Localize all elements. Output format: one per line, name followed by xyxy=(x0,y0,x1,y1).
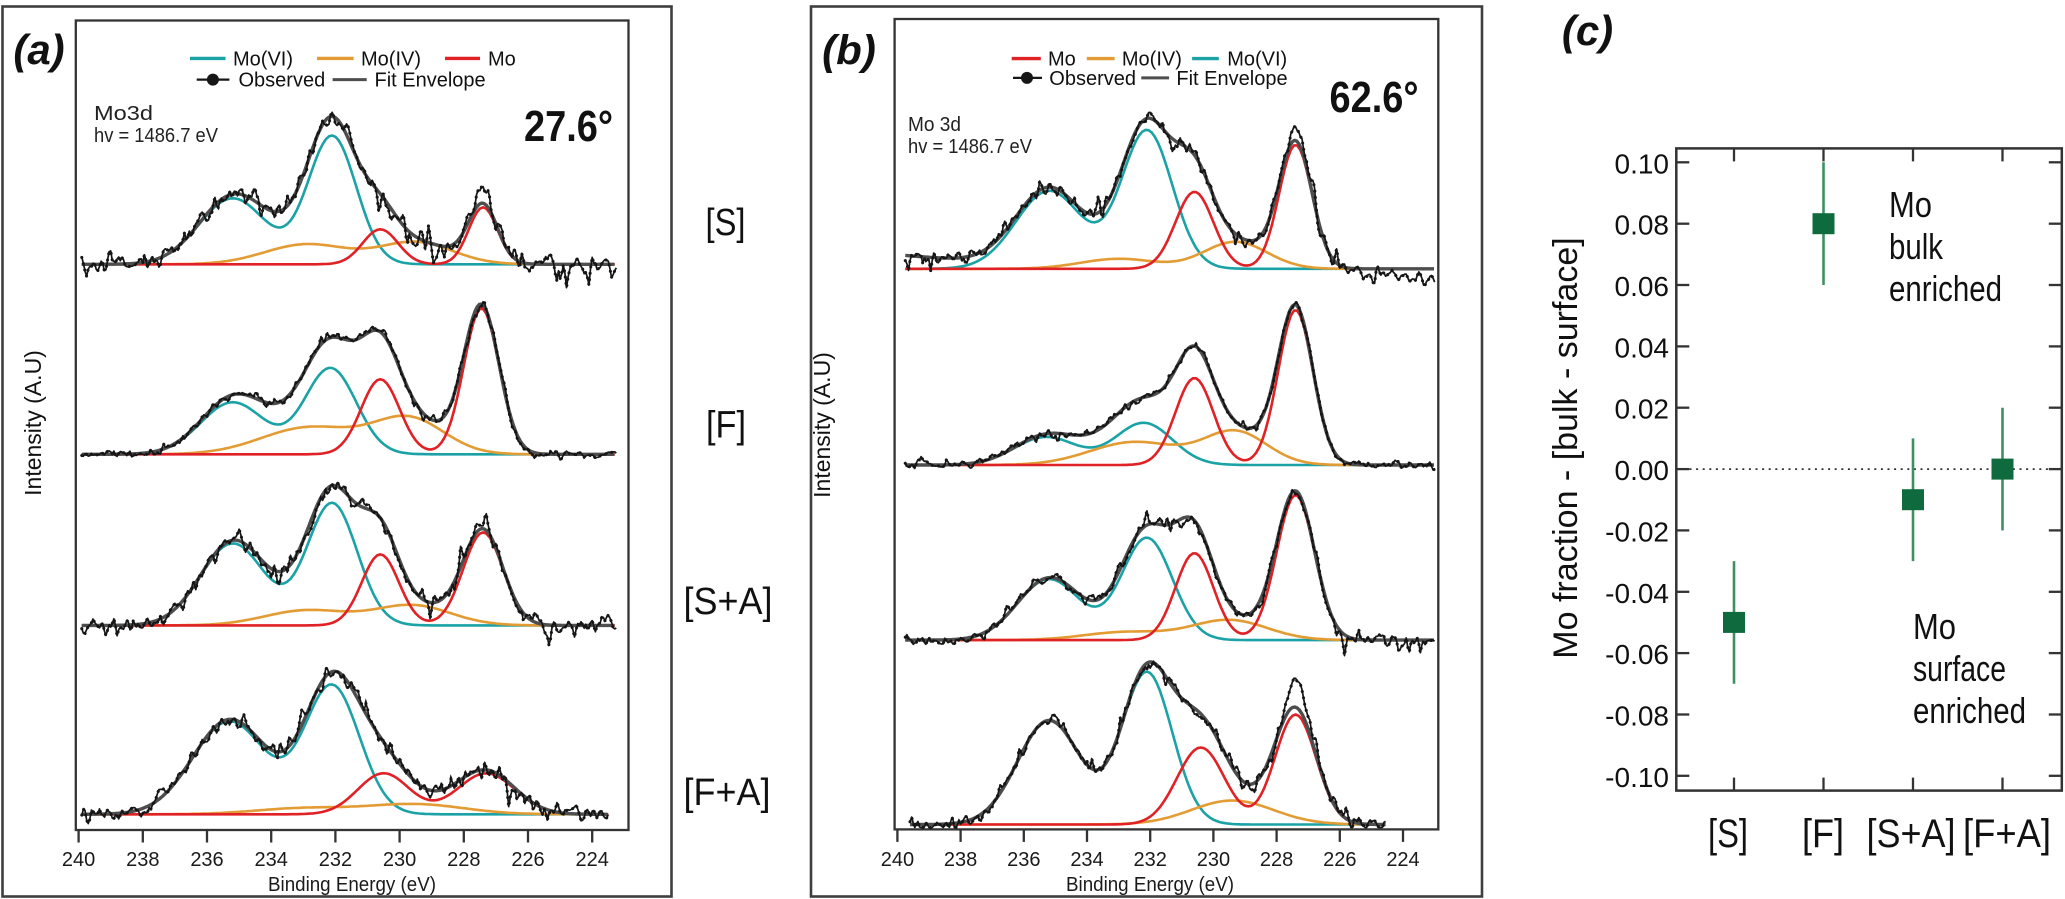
svg-text:230: 230 xyxy=(383,849,416,871)
svg-text:27.6°: 27.6° xyxy=(524,102,613,151)
svg-text:224: 224 xyxy=(576,849,609,871)
svg-text:Mo(IV): Mo(IV) xyxy=(361,48,421,70)
svg-text:240: 240 xyxy=(62,849,95,871)
svg-text:Binding Energy (eV): Binding Energy (eV) xyxy=(268,874,436,896)
svg-text:Fit Envelope: Fit Envelope xyxy=(1176,68,1287,90)
svg-text:228: 228 xyxy=(1260,849,1293,871)
svg-text:-0.08: -0.08 xyxy=(1605,701,1669,732)
svg-text:Observed: Observed xyxy=(239,70,326,92)
svg-text:228: 228 xyxy=(447,849,480,871)
svg-text:236: 236 xyxy=(1007,849,1040,871)
svg-text:[F+A]: [F+A] xyxy=(1963,812,2051,856)
svg-text:0.02: 0.02 xyxy=(1615,394,1670,425)
svg-text:Fit Envelope: Fit Envelope xyxy=(375,70,486,92)
svg-text:-0.04: -0.04 xyxy=(1605,578,1669,609)
svg-text:232: 232 xyxy=(1134,849,1167,871)
svg-text:Mo: Mo xyxy=(1048,49,1076,71)
svg-text:240: 240 xyxy=(881,849,914,871)
svg-text:0.00: 0.00 xyxy=(1615,455,1670,486)
svg-text:234: 234 xyxy=(1070,849,1103,871)
svg-text:[S+A]: [S+A] xyxy=(684,581,773,623)
svg-text:Mo: Mo xyxy=(1913,606,1956,647)
svg-text:226: 226 xyxy=(511,849,544,871)
svg-text:0.08: 0.08 xyxy=(1615,210,1670,241)
svg-text:Intensity (A.U): Intensity (A.U) xyxy=(20,350,46,496)
svg-text:0.06: 0.06 xyxy=(1615,271,1670,302)
svg-text:226: 226 xyxy=(1323,849,1356,871)
svg-text:(b): (b) xyxy=(822,27,876,74)
svg-text:238: 238 xyxy=(126,849,159,871)
svg-text:Mo(VI): Mo(VI) xyxy=(233,48,293,70)
svg-text:Mo: Mo xyxy=(488,48,516,70)
svg-text:232: 232 xyxy=(319,849,352,871)
svg-text:(c): (c) xyxy=(1562,7,1613,54)
svg-text:Mo(IV): Mo(IV) xyxy=(1122,49,1182,71)
svg-text:[S]: [S] xyxy=(1708,812,1748,856)
svg-text:238: 238 xyxy=(944,849,977,871)
svg-text:[F]: [F] xyxy=(706,405,746,447)
svg-text:Mo fraction - [bulk - surface: Mo fraction - [bulk - surface] xyxy=(1547,237,1585,658)
svg-text:(a): (a) xyxy=(13,26,64,73)
svg-text:224: 224 xyxy=(1386,849,1419,871)
svg-text:Mo 3d: Mo 3d xyxy=(908,114,961,136)
svg-text:surface: surface xyxy=(1913,648,2006,689)
svg-text:230: 230 xyxy=(1197,849,1230,871)
svg-text:[S+A]: [S+A] xyxy=(1867,812,1956,856)
svg-text:hv = 1486.7 eV: hv = 1486.7 eV xyxy=(908,136,1033,158)
svg-text:0.10: 0.10 xyxy=(1615,148,1670,179)
svg-text:0.04: 0.04 xyxy=(1615,332,1670,363)
svg-text:[F+A]: [F+A] xyxy=(684,772,771,814)
svg-text:Mo: Mo xyxy=(1889,184,1932,225)
svg-text:236: 236 xyxy=(190,849,223,871)
svg-text:-0.02: -0.02 xyxy=(1605,516,1669,547)
svg-text:Mo3d: Mo3d xyxy=(94,103,153,125)
svg-text:[F]: [F] xyxy=(1802,812,1844,856)
svg-text:-0.06: -0.06 xyxy=(1605,639,1669,670)
svg-text:enriched: enriched xyxy=(1913,690,2026,731)
svg-text:enriched: enriched xyxy=(1889,268,2002,309)
svg-text:bulk: bulk xyxy=(1889,226,1944,267)
svg-text:hv = 1486.7 eV: hv = 1486.7 eV xyxy=(94,125,219,147)
svg-text:Mo(VI): Mo(VI) xyxy=(1227,49,1287,71)
svg-text:Intensity (A.U): Intensity (A.U) xyxy=(809,352,835,498)
svg-text:[S]: [S] xyxy=(706,202,746,244)
svg-text:62.6°: 62.6° xyxy=(1330,73,1419,122)
svg-text:Observed: Observed xyxy=(1049,68,1136,90)
svg-text:234: 234 xyxy=(255,849,288,871)
svg-text:Binding Energy (eV): Binding Energy (eV) xyxy=(1066,874,1234,896)
svg-text:-0.10: -0.10 xyxy=(1605,762,1669,793)
